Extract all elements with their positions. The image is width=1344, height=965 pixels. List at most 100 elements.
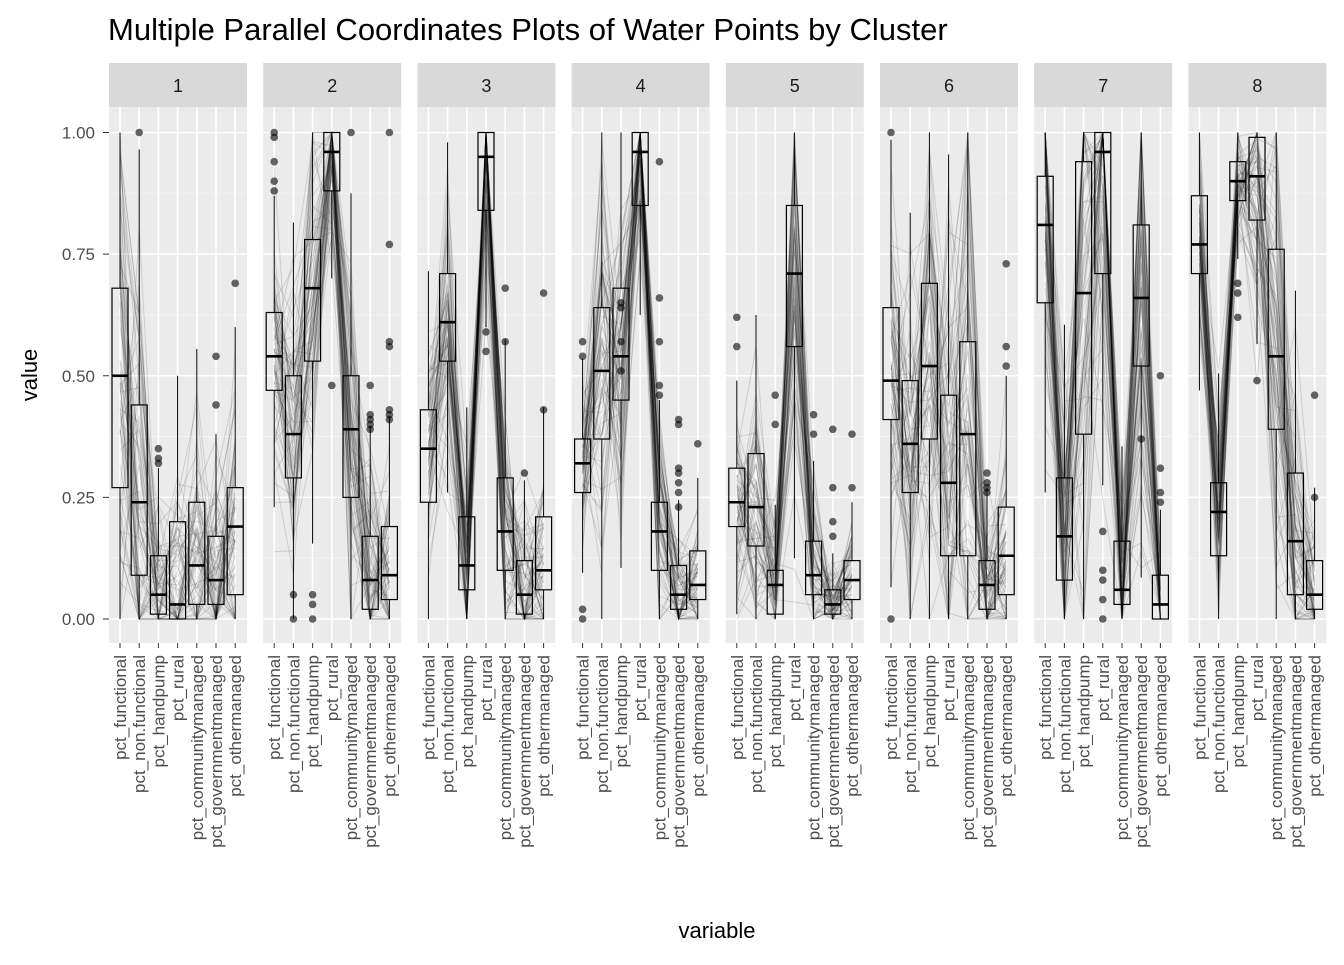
outlier-point	[655, 381, 664, 390]
x-tick-label: pct_functional	[574, 655, 593, 760]
outlier-point	[366, 381, 375, 390]
series-line	[1198, 180, 1316, 592]
x-tick-label: pct_communitymanaged	[188, 655, 207, 840]
series-line	[273, 146, 390, 595]
box-iqr	[669, 564, 688, 610]
boxplot-pct_communitymanaged	[650, 157, 669, 619]
box-iqr	[323, 131, 341, 192]
x-tick-label: pct_handpump	[612, 655, 631, 767]
box-iqr	[439, 272, 457, 362]
series-line	[427, 146, 544, 603]
panel-strip-label: 7	[1098, 76, 1108, 96]
y-tick-label: 0.00	[62, 610, 95, 629]
boxplot-pct_governmentmanaged	[824, 425, 842, 619]
series-line	[1044, 132, 1161, 620]
series-line	[1198, 153, 1316, 620]
boxplot-pct_non.functional	[747, 314, 765, 619]
boxplot-pct_functional	[882, 128, 900, 623]
outlier-point	[482, 347, 490, 356]
box-iqr	[380, 525, 398, 601]
series-line	[736, 287, 853, 620]
box-iqr	[1132, 224, 1150, 367]
boxplot-pct_governmentmanaged	[361, 381, 379, 619]
series-line	[1198, 141, 1316, 602]
outlier-point	[1099, 615, 1107, 623]
x-tick-label: pct_handpump	[920, 655, 939, 767]
series-line	[1198, 178, 1316, 591]
x-tick-label: pct_othermanaged	[689, 655, 708, 797]
series-line	[1198, 165, 1315, 559]
x-tick-label: pct_non.functional	[901, 655, 920, 793]
outlier-point	[829, 532, 837, 541]
series-line	[582, 202, 699, 615]
series-line	[890, 166, 1007, 590]
boxplot-pct_functional	[111, 132, 129, 619]
outlier-point	[887, 128, 895, 137]
outlier-point	[1099, 527, 1107, 536]
boxplot-pct_non.functional	[284, 222, 302, 623]
boxplot-pct_non.functional	[901, 212, 919, 619]
panel-strip-label: 8	[1252, 76, 1262, 96]
x-tick-label: pct_othermanaged	[1151, 655, 1170, 797]
x-tick-label: pct_rural	[1094, 655, 1113, 721]
x-tick-label: pct_functional	[728, 655, 747, 760]
y-tick-label: 0.50	[62, 367, 95, 386]
box-iqr	[593, 307, 611, 440]
outlier-point	[1234, 313, 1242, 322]
series-line	[736, 267, 853, 612]
outlier-point	[771, 420, 779, 429]
series-line	[582, 146, 699, 602]
outlier-point	[154, 444, 163, 453]
box-iqr	[804, 540, 823, 596]
box-iqr	[824, 589, 842, 615]
x-tick-label: pct_functional	[1036, 655, 1055, 760]
outlier-point	[733, 342, 741, 351]
boxplot-pct_rural	[477, 131, 495, 356]
panel-2: 2 pct_functional pct_non.functional pct_han…	[263, 63, 402, 848]
box-iqr	[689, 550, 707, 601]
boxplot-pct_communitymanaged	[804, 410, 823, 619]
panel-strip	[725, 63, 864, 107]
box-iqr	[149, 555, 167, 615]
outlier-point	[501, 337, 510, 346]
box-iqr	[747, 452, 765, 547]
box-iqr	[882, 307, 900, 421]
boxplot-pct_communitymanaged	[959, 132, 977, 619]
box-iqr	[997, 506, 1015, 596]
series-line	[1044, 215, 1161, 620]
boxplot-pct_rural	[785, 132, 804, 559]
box-iqr	[419, 409, 437, 503]
x-tick-label: pct_communitymanaged	[650, 655, 669, 840]
outlier-point	[385, 415, 394, 424]
box-iqr	[1094, 131, 1112, 275]
panel-strip	[109, 63, 247, 107]
series-line	[736, 312, 853, 604]
series-line	[582, 203, 699, 612]
outlier-point	[482, 328, 490, 336]
series-line	[1198, 159, 1315, 615]
series-line	[274, 164, 390, 580]
boxplot-pct_governmentmanaged	[669, 415, 688, 619]
outlier-point	[674, 469, 683, 477]
series-line	[1044, 139, 1161, 596]
box-iqr	[111, 287, 129, 489]
series-line	[1198, 143, 1316, 594]
y-axis-title: value	[17, 349, 42, 402]
outlier-point	[829, 517, 837, 526]
box-iqr	[226, 487, 244, 596]
outlier-point	[674, 488, 683, 497]
panel-strip-label: 6	[944, 76, 954, 96]
x-tick-label: pct_communitymanaged	[959, 655, 978, 840]
boxplot-pct_governmentmanaged	[1132, 132, 1150, 578]
panel-strip	[1188, 63, 1327, 107]
outlier-point	[1156, 464, 1165, 472]
panel-strip	[417, 63, 556, 107]
panel-1: 1 pct_functional pct_non.functional pct_han…	[109, 63, 247, 848]
series-line	[582, 164, 699, 580]
series-line	[273, 162, 390, 574]
box-iqr	[361, 535, 379, 610]
outlier-point	[385, 240, 394, 249]
outlier-point	[539, 289, 548, 297]
